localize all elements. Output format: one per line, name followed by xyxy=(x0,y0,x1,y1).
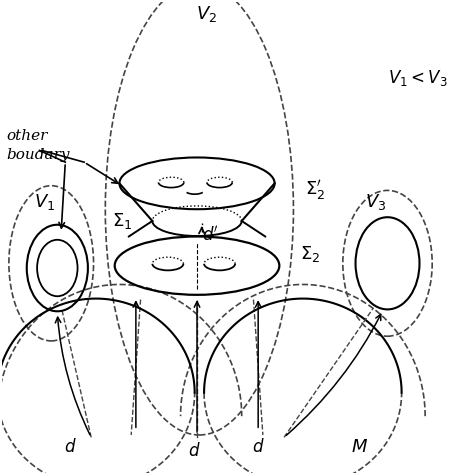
Text: $\Sigma_2$: $\Sigma_2$ xyxy=(301,244,321,264)
Text: $d$: $d$ xyxy=(188,442,201,460)
Text: boudary: boudary xyxy=(7,148,70,162)
Text: $V_1 < V_3$: $V_1 < V_3$ xyxy=(388,67,447,88)
Text: $\Sigma_2^{\prime}$: $\Sigma_2^{\prime}$ xyxy=(305,178,326,202)
Text: $V_1$: $V_1$ xyxy=(34,192,55,212)
Text: $\Sigma_1$: $\Sigma_1$ xyxy=(112,211,133,231)
Text: $V_2$: $V_2$ xyxy=(196,4,217,24)
Text: $M$: $M$ xyxy=(351,438,368,456)
Text: $d$: $d$ xyxy=(64,438,76,456)
Text: $V_3$: $V_3$ xyxy=(365,192,386,212)
Text: other: other xyxy=(7,129,48,143)
Text: $d$: $d$ xyxy=(252,438,264,456)
Text: $d^{\prime}$: $d^{\prime}$ xyxy=(202,226,219,245)
